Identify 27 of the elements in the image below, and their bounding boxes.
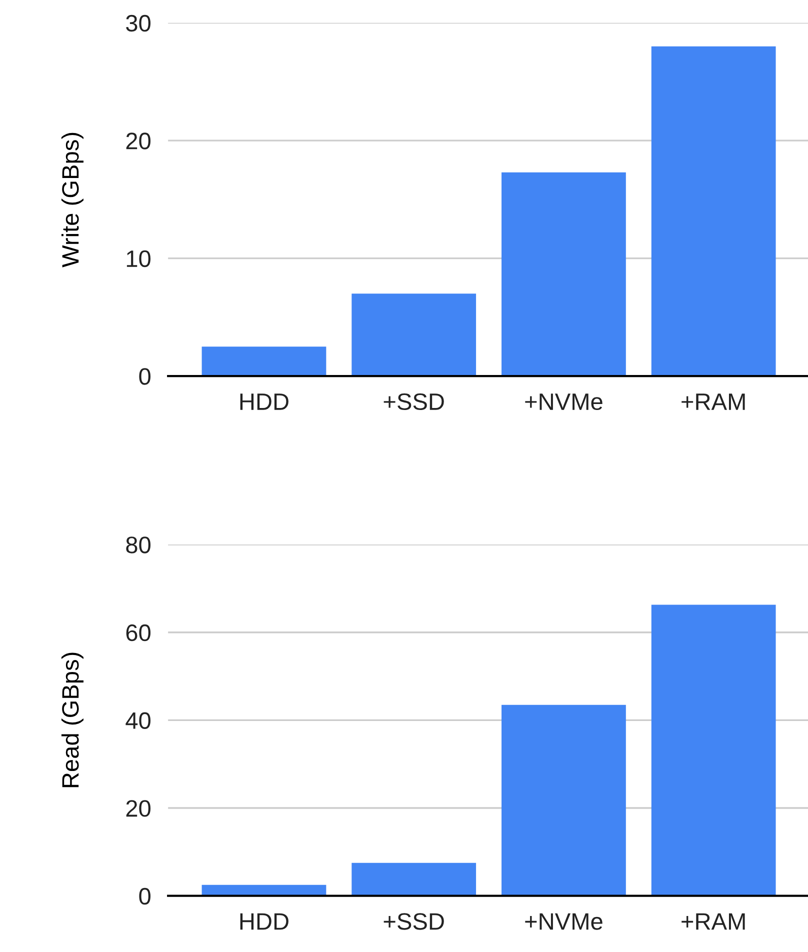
y-tick-label: 20	[126, 800, 150, 817]
bar	[651, 46, 776, 376]
bar	[202, 884, 326, 896]
bar	[651, 604, 776, 896]
x-tick-label: +SSD	[384, 393, 444, 410]
y-tick-label: 0	[139, 368, 150, 385]
bar	[502, 172, 626, 376]
bar	[202, 346, 326, 376]
x-tick-label: +RAM	[682, 913, 745, 930]
y-tick-label: 0	[139, 888, 150, 905]
bar	[352, 862, 476, 896]
x-tick-label: +NVMe	[525, 913, 602, 930]
x-tick-label: HDD	[240, 913, 288, 930]
x-tick-label: +SSD	[384, 913, 444, 930]
y-axis-title: Write (GBps)	[61, 132, 84, 268]
y-tick-label: 60	[126, 624, 150, 642]
x-tick-label: +NVMe	[525, 394, 602, 410]
bar	[502, 704, 626, 896]
y-tick-label: 80	[126, 536, 150, 554]
x-tick-label: HDD	[240, 394, 288, 410]
y-tick-label: 30	[126, 14, 150, 32]
y-axis-title: Read (GBps)	[61, 652, 84, 788]
y-tick-label: 20	[126, 132, 150, 150]
y-tick-label: 40	[126, 712, 150, 729]
bar	[352, 294, 476, 376]
x-tick-label: +RAM	[682, 394, 745, 410]
y-tick-label: 10	[126, 250, 150, 268]
